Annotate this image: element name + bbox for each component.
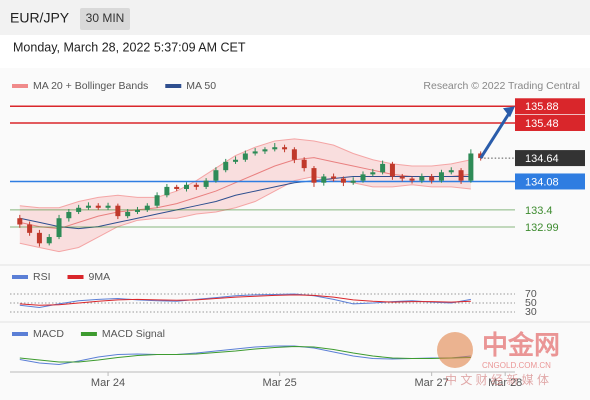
candle-body [213, 170, 219, 181]
candle-body [370, 172, 376, 175]
watermark-name: 中金网 [482, 330, 560, 360]
level-box [515, 150, 585, 167]
candle-body [223, 161, 229, 171]
candle-body [389, 163, 395, 177]
symbol: EUR/JPY [10, 10, 70, 26]
candle-body [17, 218, 23, 225]
indicator-line [19, 294, 471, 306]
y-tick-label: 50 [525, 297, 537, 309]
datetime: Monday, March 28, 2022 5:37:09 AM CET [13, 40, 246, 54]
ma20-line [19, 157, 471, 230]
indicator-line [19, 293, 471, 309]
candle-body [233, 159, 239, 162]
bollinger-lower [19, 175, 471, 253]
forecast-arrowhead [503, 106, 515, 118]
candle-body [66, 211, 72, 219]
candle-body [27, 224, 33, 233]
indicator-line [19, 345, 471, 366]
interval-badge [80, 8, 130, 30]
level-box [515, 114, 585, 131]
candle-body [380, 163, 386, 173]
level-label: 135.48 [525, 118, 559, 130]
candle-body [360, 174, 366, 181]
candle-body [291, 149, 297, 160]
candle-body [95, 205, 101, 208]
credit: Research © 2022 Trading Central [423, 80, 580, 92]
candle-body [468, 153, 474, 181]
candle-body [252, 151, 258, 154]
legend-swatch [12, 84, 28, 88]
legend-swatch [165, 84, 182, 88]
legend-swatch [12, 332, 28, 336]
candle-body [311, 168, 317, 183]
legend-label: MA 50 [186, 80, 216, 92]
candle-body [174, 186, 180, 189]
level-box [515, 173, 585, 190]
candle-body [56, 218, 62, 238]
legend-swatch [12, 275, 28, 279]
candle-body [193, 184, 199, 187]
y-tick-label: 70 [525, 288, 537, 300]
watermark-slogan: 中 文 财 经 新 媒 体 [445, 372, 549, 387]
candle-body [350, 180, 356, 183]
interval: 30 MIN [86, 11, 125, 25]
level-label: 133.4 [525, 205, 553, 217]
candle-body [46, 237, 52, 244]
candle-body [105, 205, 111, 208]
watermark-logo [437, 332, 473, 368]
legend-swatch [67, 275, 84, 279]
candle-body [164, 186, 170, 196]
watermark-site: CNGOLD.COM.CN [482, 361, 551, 370]
level-label: 132.99 [525, 222, 559, 234]
level-label: 134.64 [525, 153, 559, 165]
candle-body [301, 159, 307, 169]
indicator-line [19, 345, 471, 363]
legend-label: MACD Signal [102, 328, 165, 340]
x-tick-label: Mar 24 [91, 377, 125, 389]
legend-label: 9MA [89, 271, 111, 283]
level-box [515, 98, 585, 115]
candle-body [262, 149, 268, 152]
candle-body [331, 176, 337, 179]
legend-label: RSI [33, 271, 51, 283]
candle-body [409, 178, 415, 181]
candle-body [242, 153, 248, 160]
level-label: 135.88 [525, 101, 559, 113]
candle-body [125, 211, 131, 217]
candle-body [115, 205, 121, 217]
x-tick-label: Mar 28 [488, 377, 522, 389]
candle-body [419, 176, 425, 181]
forecast-arrow [479, 109, 513, 159]
candle-body [448, 170, 454, 173]
candle-body [272, 147, 278, 150]
legend-swatch [80, 332, 97, 336]
candle-body [438, 172, 444, 181]
candle-body [36, 232, 42, 244]
candle-body [282, 147, 288, 150]
candle-body [321, 176, 327, 183]
candle-body [85, 205, 91, 208]
legend-label: MACD [33, 328, 64, 340]
level-label: 134.08 [525, 176, 559, 188]
candle-body [184, 184, 190, 189]
y-tick-label: 30 [525, 306, 537, 318]
candle-body [399, 176, 405, 179]
candle-body [458, 170, 464, 181]
legend-label: MA 20 + Bollinger Bands [33, 80, 148, 92]
watermark: 中金网 CNGOLD.COM.CN 中 文 财 经 新 媒 体 [437, 330, 560, 387]
candle-body [429, 176, 435, 181]
x-tick-label: Mar 25 [263, 377, 297, 389]
candle-body [154, 195, 160, 206]
candle-body [134, 209, 140, 212]
candle-body [144, 205, 150, 210]
candle-body [340, 178, 346, 183]
x-tick-label: Mar 27 [415, 377, 449, 389]
candle-body [76, 207, 82, 212]
candle-body [203, 180, 209, 187]
